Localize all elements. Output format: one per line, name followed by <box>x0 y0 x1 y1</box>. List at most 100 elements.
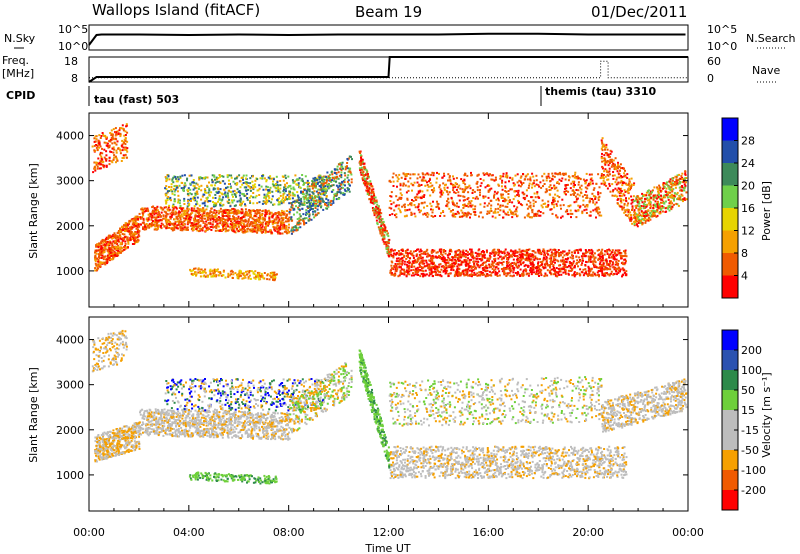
echo-pixel <box>247 213 250 216</box>
echo-pixel <box>461 261 464 264</box>
echo-pixel <box>195 228 198 231</box>
echo-pixel <box>441 260 444 262</box>
echo-pixel <box>359 162 362 165</box>
echo-pixel <box>458 264 461 267</box>
echo-pixel <box>147 217 150 220</box>
echo-pixel <box>302 213 305 216</box>
echo-pixel <box>246 222 249 225</box>
echo-pixel <box>332 198 335 201</box>
freq-label: Freq. <box>2 54 29 67</box>
echo-pixel <box>110 134 113 137</box>
echo-pixel <box>190 209 193 212</box>
echo-pixel <box>182 207 185 210</box>
echo-pixel <box>180 226 183 229</box>
echo-pixel <box>411 260 414 263</box>
echo-pixel <box>102 241 105 244</box>
echo-pixel <box>281 232 284 235</box>
echo-pixel <box>462 261 465 264</box>
echo-pixel <box>114 155 117 158</box>
echo-pixel <box>192 179 195 181</box>
echo-pixel <box>276 214 279 217</box>
echo-pixel <box>549 266 551 269</box>
echo-pixel <box>330 190 333 193</box>
echo-pixel <box>571 254 573 257</box>
echo-pixel <box>96 161 99 164</box>
echo-pixel <box>438 263 441 266</box>
echo-pixel <box>287 226 290 229</box>
echo-pixel <box>454 256 457 258</box>
echo-pixel <box>556 251 559 254</box>
echo-pixel <box>169 220 171 223</box>
echo-pixel <box>237 215 240 218</box>
echo-pixel <box>493 254 496 257</box>
echo-pixel <box>254 214 257 217</box>
echo-pixel <box>615 254 618 257</box>
echo-pixel <box>476 272 479 275</box>
echo-pixel <box>330 185 332 187</box>
echo-pixel <box>267 224 270 227</box>
echo-pixel <box>325 195 328 197</box>
echo-pixel <box>259 224 262 227</box>
echo-pixel <box>108 144 111 147</box>
echo-pixel <box>230 273 233 276</box>
echo-pixel <box>481 273 484 276</box>
echo-pixel <box>231 277 234 279</box>
echo-pixel <box>616 264 619 267</box>
echo-pixel <box>376 207 379 210</box>
echo-pixel <box>442 269 445 272</box>
echo-pixel <box>345 190 348 193</box>
echo-pixel <box>329 204 332 206</box>
echo-pixel <box>221 229 224 232</box>
echo-pixel <box>381 232 384 235</box>
echo-pixel <box>235 177 238 180</box>
echo-pixel <box>280 213 283 215</box>
echo-pixel <box>171 190 174 193</box>
echo-pixel <box>335 194 338 197</box>
echo-pixel <box>497 257 500 260</box>
echo-pixel <box>235 191 238 194</box>
echo-pixel <box>272 271 275 274</box>
echo-pixel <box>383 235 386 238</box>
echo-pixel <box>214 275 216 278</box>
echo-pixel <box>295 205 297 208</box>
echo-pixel <box>527 274 530 277</box>
echo-pixel <box>224 225 227 228</box>
echo-pixel <box>282 212 284 215</box>
echo-pixel <box>312 213 315 216</box>
echo-pixel <box>560 273 563 276</box>
echo-pixel <box>391 267 394 270</box>
echo-pixel <box>196 193 199 195</box>
echo-pixel <box>220 274 223 277</box>
echo-pixel <box>308 217 311 220</box>
echo-pixel <box>597 257 600 260</box>
echo-pixel <box>121 225 124 228</box>
echo-pixel <box>616 273 618 276</box>
echo-pixel <box>153 228 156 231</box>
echo-pixel <box>333 177 336 180</box>
echo-pixel <box>151 209 154 212</box>
echo-pixel <box>216 222 219 225</box>
echo-pixel <box>521 249 524 252</box>
echo-pixel <box>615 258 618 261</box>
echo-pixel <box>187 208 190 211</box>
echo-pixel <box>95 146 98 149</box>
echo-pixel <box>104 263 107 266</box>
echo-pixel <box>141 216 143 219</box>
echo-pixel <box>253 273 256 276</box>
echo-pixel <box>99 145 102 148</box>
echo-pixel <box>412 257 415 259</box>
echo-pixel <box>104 134 107 137</box>
echo-pixel <box>439 257 442 259</box>
echo-pixel <box>559 270 562 273</box>
echo-pixel <box>284 177 287 180</box>
echo-pixel <box>139 217 142 220</box>
echo-pixel <box>97 263 100 266</box>
echo-pixel <box>213 175 216 178</box>
echo-pixel <box>561 256 564 259</box>
echo-pixel <box>462 249 465 252</box>
echo-pixel <box>227 179 230 182</box>
echo-pixel <box>280 217 283 220</box>
echo-pixel <box>250 209 253 212</box>
echo-pixel <box>313 180 316 183</box>
